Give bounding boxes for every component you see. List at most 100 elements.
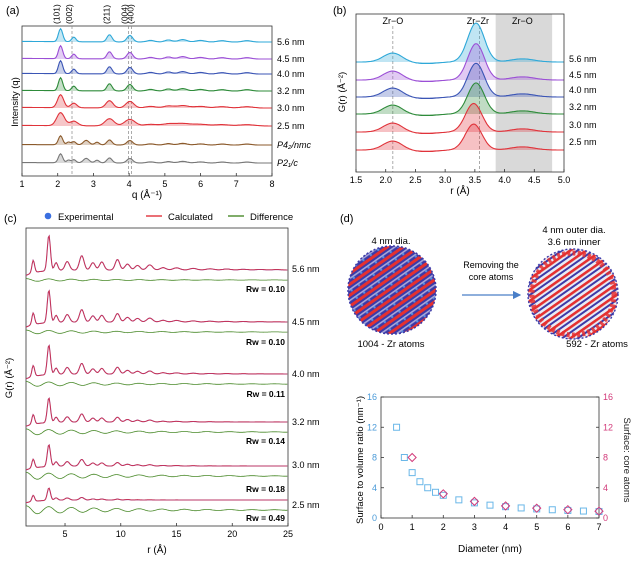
panel-c-calculated-curve: [25, 444, 288, 471]
panel-c-calculated-curve: [25, 397, 288, 427]
panel-b-curve: [356, 102, 564, 135]
shell-cluster-caption-1: 4 nm outer dia.: [542, 225, 605, 236]
panel-a-curve: [22, 153, 272, 164]
panel-c-rw-label: Rw = 0.10: [246, 337, 285, 347]
panel-b-xtick-label: 3.5: [469, 175, 482, 185]
panel-c-calculated-curve: [25, 487, 288, 503]
panel-a-peak-label: (101): [52, 4, 62, 24]
panel-b-xlabel: r (Å): [450, 184, 469, 197]
panel-c-xtick-label: 25: [283, 529, 293, 539]
panel-d-ratio-point: [416, 478, 424, 486]
panel-a-peak-label: (002): [64, 4, 74, 24]
panel-b-xtick-label: 4.0: [498, 175, 511, 185]
panel-b-xtick-label: 5.0: [558, 175, 571, 185]
panel-b-label: (b): [333, 5, 346, 17]
shell-cluster-edge: [527, 248, 619, 340]
panel-a-curve-fill: [22, 153, 272, 163]
panel-a-curve: [22, 135, 272, 146]
panel-a-curve: [21, 111, 272, 127]
panel-d-ratio-point: [517, 504, 525, 512]
panel-d-ytick-label: 4: [372, 483, 377, 493]
panel-d-ytick-label: 12: [367, 422, 377, 432]
panel-c-size-label: 2.5 nm: [292, 500, 320, 510]
panel-b-series-label: 4.0 nm: [569, 85, 597, 95]
panel-a-peak-label: (004): [119, 4, 129, 24]
panel-c-rw-label: Rw = 0.11: [246, 389, 285, 399]
panel-b-xtick-label: 2.0: [379, 175, 392, 185]
panel-b-curve: [356, 123, 564, 153]
panel-a-xtick-label: 6: [198, 179, 203, 189]
legend-calculated: Calculated: [168, 212, 213, 223]
shell-cluster-outer-ring: [529, 250, 617, 338]
panel-b: (b) Zr−O Zr−Zr Zr−O 5.6 nm 4.5 nm 4.0 nm 3.2 …: [333, 5, 597, 197]
panel-c-xtick-label: 10: [116, 529, 126, 539]
panel-b-series-label: 3.2 nm: [569, 102, 597, 112]
panel-a-series-label: P2₁/c: [277, 158, 298, 168]
panel-a-label: (a): [6, 5, 19, 17]
panel-a-xtick-label: 8: [269, 179, 274, 189]
panel-a-xtick-label: 1: [19, 179, 24, 189]
panel-c-difference-curve: [25, 505, 288, 515]
panel-c-xtick-label: 15: [172, 529, 182, 539]
panel-d: (d) 4 nm dia. 1004 - Zr atoms Removing t…: [340, 213, 632, 555]
panel-c-xtick-label: 20: [227, 529, 237, 539]
panel-c-calculated-curve: [25, 235, 288, 276]
panel-d-xtick-label: 5: [534, 522, 539, 532]
panel-b-annotation: Zr−O: [512, 16, 533, 26]
panel-c-rw-label: Rw = 0.49: [246, 513, 285, 523]
panel-a-curve: [21, 59, 272, 75]
shell-cluster-count: 592 - Zr atoms: [566, 339, 628, 350]
panel-a: (a) (101) (002) (211) (004)(400) 5.6 nm 4.5 …: [6, 4, 311, 201]
panel-c-rw-label: Rw = 0.10: [246, 284, 285, 294]
panel-b-frame: [355, 13, 565, 173]
panel-b-series-label: 4.5 nm: [569, 70, 597, 80]
full-cluster-caption: 4 nm dia.: [371, 236, 410, 247]
panel-b-annotation: Zr−O: [382, 16, 403, 26]
panel-a-series-label: 3.2 nm: [277, 86, 305, 96]
panel-d-ylabel: Surface to volume ratio (nm⁻¹): [355, 396, 366, 524]
arrow-label-line-1: Removing the: [463, 260, 519, 270]
panel-b-xtick-label: 4.5: [528, 175, 541, 185]
legend-experimental: Experimental: [58, 212, 113, 223]
panel-a-xtick-label: 3: [91, 179, 96, 189]
panel-c-xtick-label: 5: [63, 529, 68, 539]
panel-c-label: (c): [4, 213, 17, 225]
panel-d-label: (d): [340, 213, 353, 225]
panel-c-rw-label: Rw = 0.14: [246, 436, 285, 446]
panel-c-difference-curve: [26, 381, 288, 387]
panel-d-ytick-label: 8: [372, 453, 377, 463]
shell-cluster-image: [528, 249, 618, 339]
panel-d-core-point: [438, 489, 448, 499]
panel-d-xtick-label: 3: [472, 522, 477, 532]
panel-b-curve-fill: [356, 103, 564, 134]
panel-a-xtick-label: 4: [127, 179, 132, 189]
panel-d-xtick-label: 7: [596, 522, 601, 532]
panel-d-core-point: [532, 503, 542, 513]
panel-a-frame: [21, 25, 273, 177]
panel-a-peak-label: (211): [102, 5, 112, 24]
panel-a-curve: [22, 27, 272, 43]
panel-d-y2tick-label: 0: [603, 513, 608, 523]
panel-b-xtick-label: 3.0: [439, 175, 452, 185]
panel-b-series-label: 5.6 nm: [569, 54, 597, 64]
panel-c-xlabel: r (Å): [147, 543, 166, 556]
panel-b-xtick-label: 2.5: [409, 175, 422, 185]
panel-d-ratio-point: [548, 506, 556, 514]
panel-b-shaded-region: [495, 14, 553, 172]
panel-c-size-label: 4.5 nm: [292, 317, 320, 327]
panel-d-plot-frame: [380, 396, 600, 519]
panel-a-ylabel: Intensity (q): [10, 77, 21, 127]
panel-b-series-label: 3.0 nm: [569, 120, 597, 130]
panel-d-ratio-point: [432, 488, 439, 496]
panel-b-series-label: 2.5 nm: [569, 137, 597, 147]
panel-d-ytick-label: 16: [367, 392, 377, 402]
panel-c-calculated-curve: [25, 289, 288, 328]
panel-d-xtick-label: 0: [378, 522, 383, 532]
panel-b-ylabel: G(r) (Å⁻²): [337, 72, 348, 112]
arrow-label-line-2: core atoms: [469, 272, 514, 282]
panel-d-y2tick-label: 16: [603, 392, 613, 402]
panel-d-y2tick-label: 4: [603, 483, 608, 493]
panel-a-xtick-label: 5: [162, 179, 167, 189]
panel-d-core-point: [407, 452, 417, 463]
